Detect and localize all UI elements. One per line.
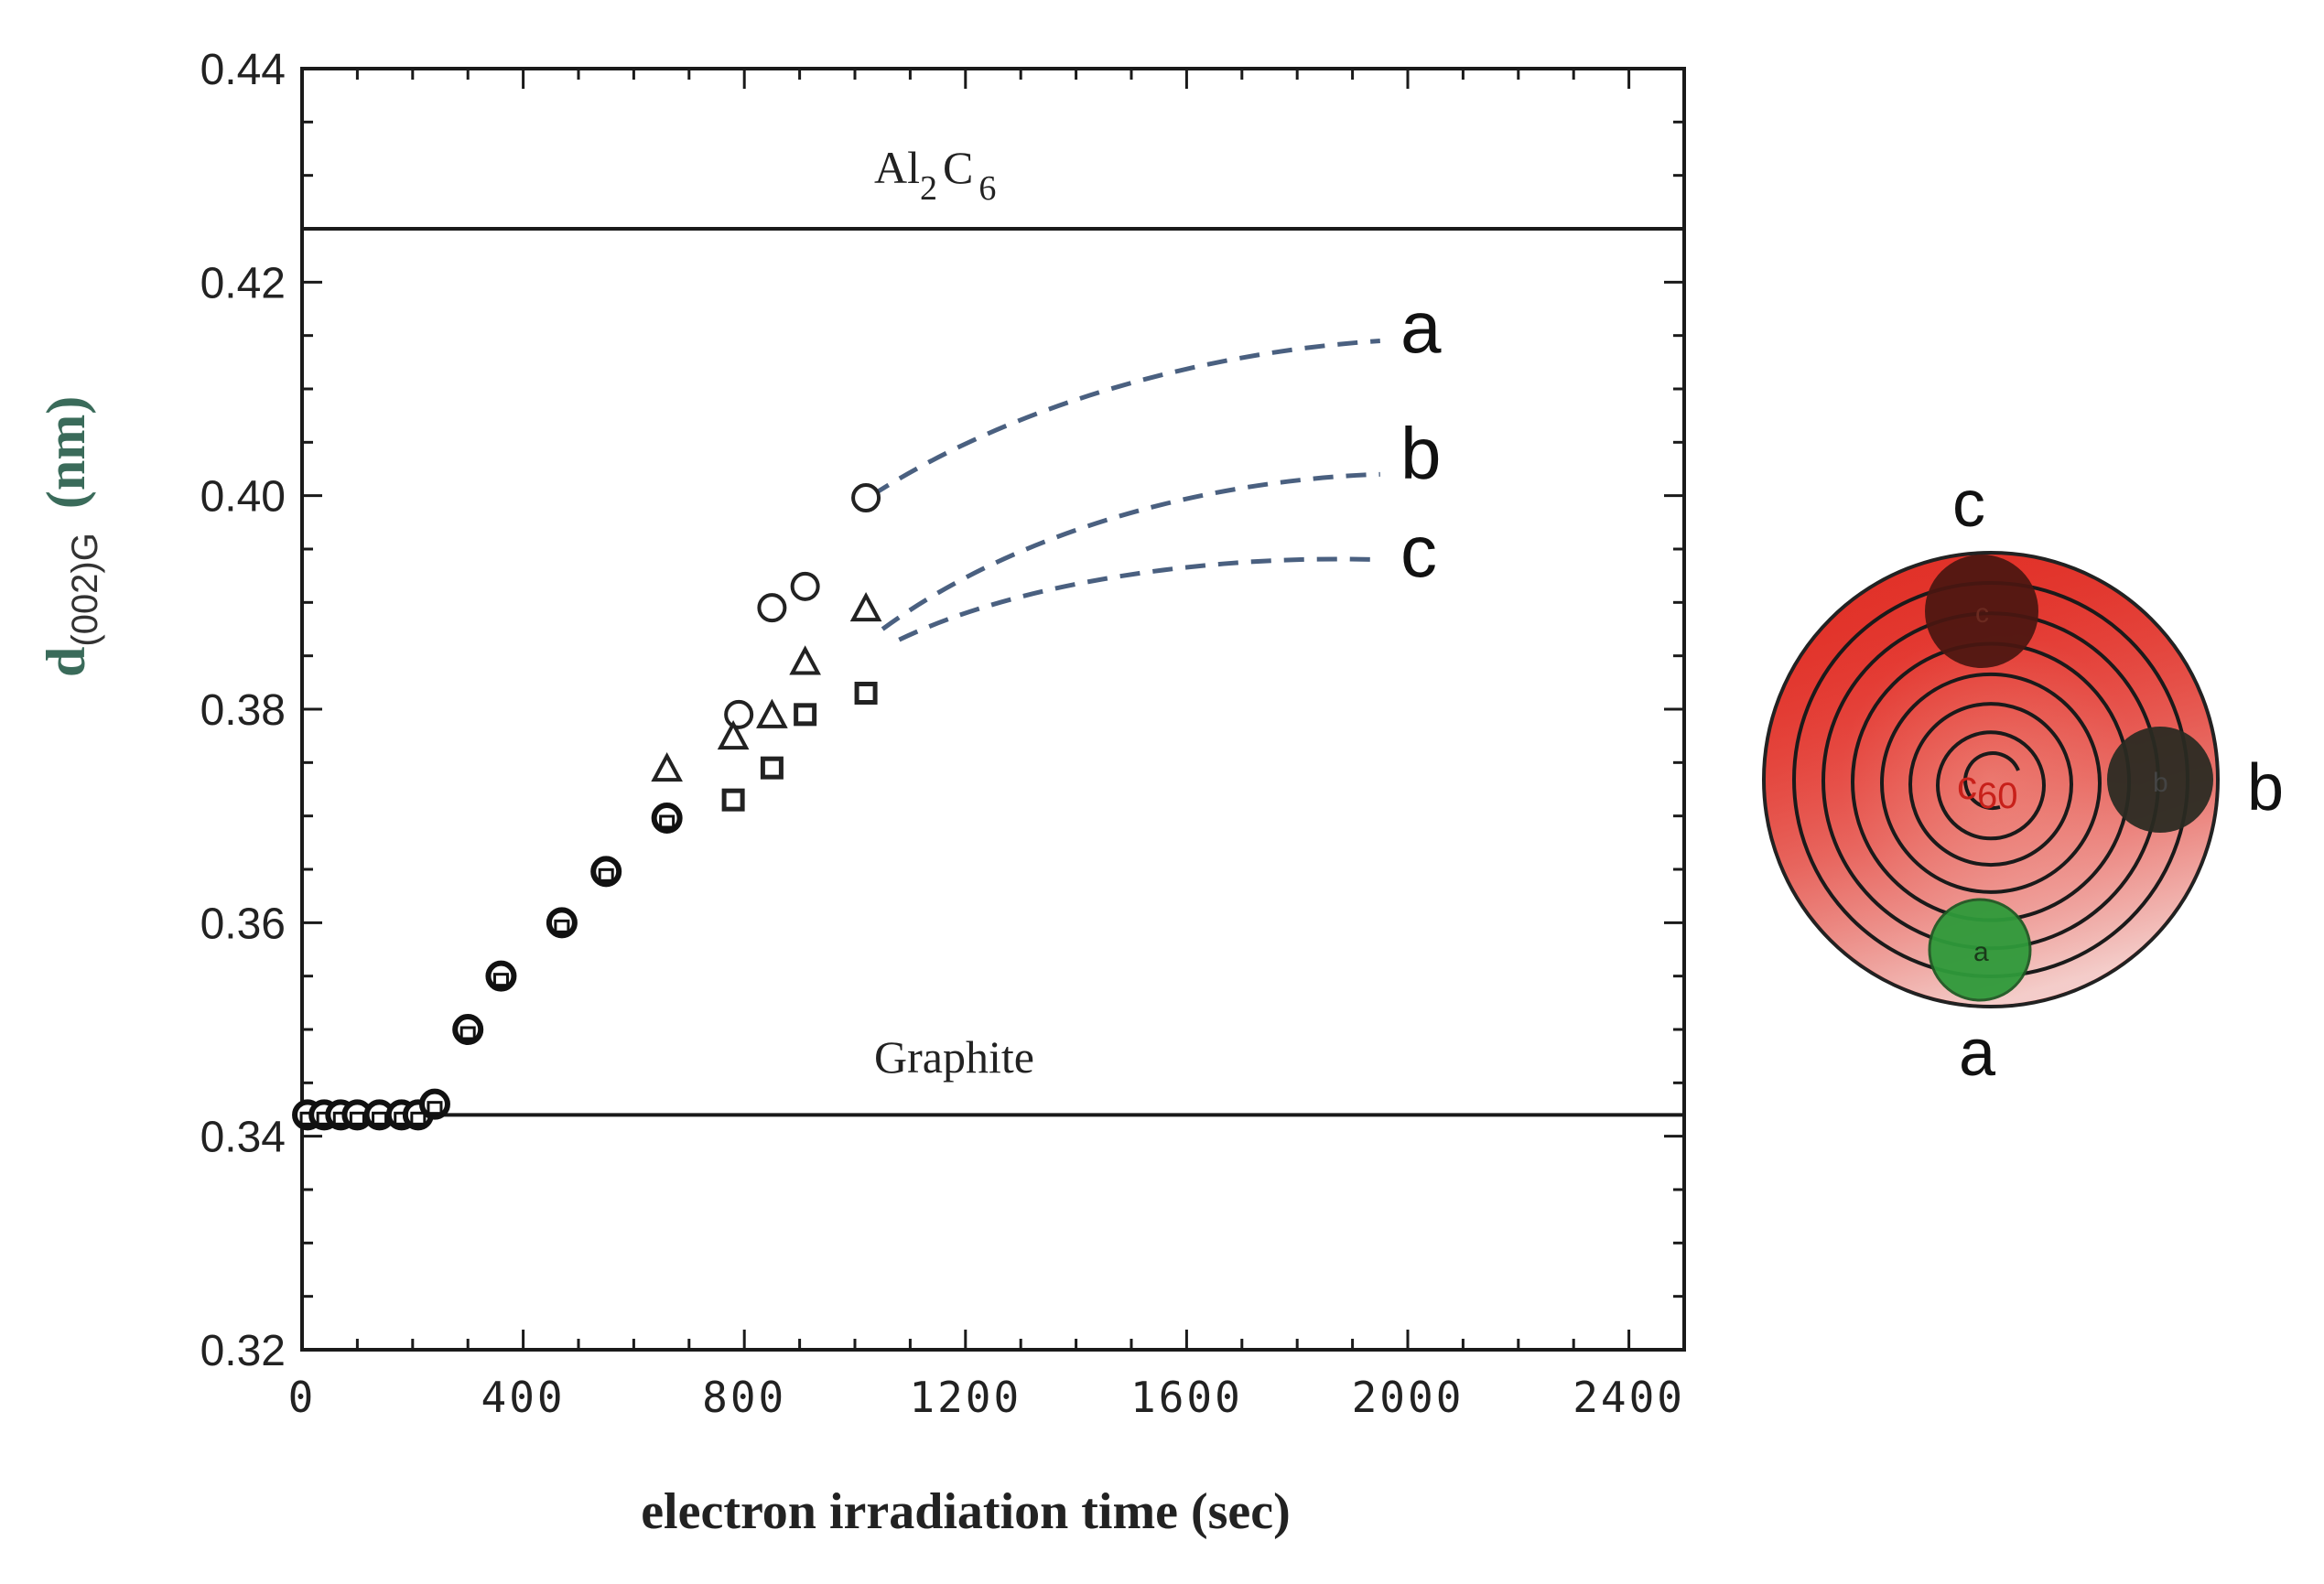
point-a xyxy=(851,483,881,512)
y-tick-label: 0.38 xyxy=(200,686,286,735)
x-tick-label: 0 xyxy=(288,1373,317,1422)
x-tick-label: 2000 xyxy=(1352,1373,1465,1422)
al2c6-label: Al2 C 6 xyxy=(874,142,996,208)
curve-label-a: a xyxy=(1400,286,1442,368)
point-overlap-square xyxy=(349,1111,365,1126)
point-c xyxy=(794,703,817,727)
outer-label-c: c xyxy=(1952,468,1985,541)
point-a xyxy=(724,699,754,729)
extrapolation-b xyxy=(881,471,1380,631)
spot-a xyxy=(1928,898,2032,1002)
ring-inner xyxy=(1963,751,2020,811)
point-c xyxy=(721,788,745,812)
x-tick-label: 1200 xyxy=(909,1373,1021,1422)
x-tick-label: 1600 xyxy=(1130,1373,1243,1422)
point-b xyxy=(849,591,882,622)
point-b xyxy=(756,698,788,728)
point-b xyxy=(651,751,683,782)
y-tick-label: 0.32 xyxy=(200,1327,286,1375)
curve-label-b: b xyxy=(1400,413,1442,494)
extrapolation-a xyxy=(870,339,1380,498)
inset-diagram: c60 c b a c b a xyxy=(1762,468,2284,1090)
x-tick-label: 2400 xyxy=(1573,1373,1685,1422)
point-overlap-square xyxy=(427,1101,443,1115)
point-overlap-square xyxy=(410,1111,427,1126)
y-tick-labels: 0.32 0.34 0.36 0.38 0.40 0.42 0.44 xyxy=(200,46,286,1375)
plot-frame xyxy=(300,67,1686,1352)
ring xyxy=(1908,702,2073,867)
x-axis-title: electron irradiation time (sec) xyxy=(641,1483,1291,1540)
x-tick-label: 400 xyxy=(481,1373,566,1422)
point-b xyxy=(717,719,750,750)
point-overlap-square xyxy=(459,1026,476,1040)
extrapolation-c xyxy=(898,556,1380,642)
y-tick-label: 0.44 xyxy=(200,46,286,94)
spot-c-label: c xyxy=(1975,598,1989,629)
point-overlap-square xyxy=(492,973,509,987)
x-tick-label: 800 xyxy=(702,1373,786,1422)
point-overlap-square xyxy=(659,814,676,829)
spot-b-label: b xyxy=(2153,768,2168,798)
spot-b xyxy=(2107,727,2213,833)
y-tick-label: 0.42 xyxy=(200,259,286,307)
point-a xyxy=(790,571,820,601)
point-c xyxy=(854,682,878,705)
point-overlap-square xyxy=(554,919,570,933)
point-overlap-square xyxy=(598,867,614,882)
spot-c xyxy=(1925,555,2038,668)
x-tick-labels: 0 400 800 1200 1600 2000 2400 xyxy=(288,1373,1685,1422)
point-a xyxy=(757,593,787,623)
c60-disc-shade xyxy=(1766,555,2216,1005)
data-points xyxy=(292,483,882,1131)
spot-a-label: a xyxy=(1973,937,1989,967)
axis-ticks xyxy=(300,67,1684,1352)
point-overlap-square xyxy=(372,1111,388,1126)
point-b xyxy=(789,645,821,675)
graphite-label: Graphite xyxy=(874,1031,1034,1083)
y-tick-label: 0.40 xyxy=(200,473,286,522)
outer-label-a: a xyxy=(1959,1017,1996,1090)
point-c xyxy=(760,756,784,780)
y-tick-label: 0.34 xyxy=(200,1114,286,1162)
ring xyxy=(1936,730,2046,841)
svg-text:d(002)G(nm): d(002)G(nm) xyxy=(36,396,105,677)
c60-label: c60 xyxy=(1957,763,2018,816)
ring xyxy=(1880,672,2102,894)
curve-label-c: c xyxy=(1400,511,1437,592)
extrapolation-curves xyxy=(870,339,1380,642)
y-axis-title: d(002)G(nm) xyxy=(36,396,105,677)
y-tick-label: 0.36 xyxy=(200,900,286,948)
outer-label-b: b xyxy=(2247,751,2284,824)
